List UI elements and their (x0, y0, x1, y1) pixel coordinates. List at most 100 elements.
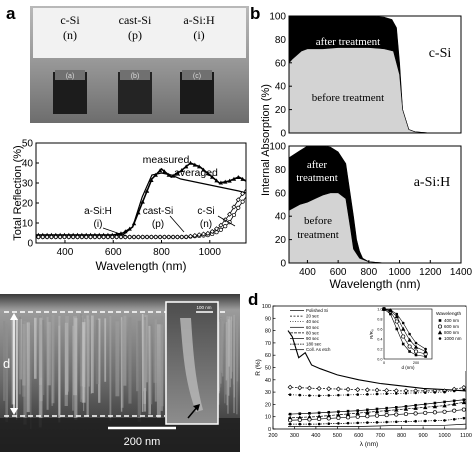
nanowire-streak (123, 315, 127, 386)
nanowire-streak (18, 316, 21, 395)
nanowire-streak (34, 317, 37, 379)
nanowire-streak (58, 325, 61, 423)
depth-arrow-head-top (10, 313, 18, 320)
a-point-c-si (157, 234, 163, 240)
nanowire-streak (91, 315, 94, 394)
d-inset-point-400-nm (414, 353, 418, 357)
d-point-90-sec (374, 413, 380, 418)
d-series-60-sec (287, 399, 467, 415)
nanowire-streak (65, 316, 69, 392)
a-point-measured (210, 174, 215, 179)
nanowire-streak (236, 320, 238, 415)
d-point-20-sec (306, 385, 312, 391)
d-point-90-sec (432, 410, 437, 415)
sample-cast-label-strip (120, 70, 150, 80)
d-point-90-sec (355, 414, 360, 419)
b-bottom-xtick-label: 1000 (388, 267, 411, 278)
d-point-180-sec (327, 422, 331, 426)
d-ytick-label: 50 (265, 366, 271, 372)
a-point-c-si (131, 234, 137, 240)
d-inset-legend-label: 600 nm (444, 324, 459, 329)
nanowire-streak (233, 314, 235, 414)
d-inset-point-400-nm (408, 350, 411, 353)
d-point-20-sec (335, 386, 341, 392)
d-ytick-label: 70 (265, 341, 271, 347)
b-bottom-ytick-label: 60 (275, 188, 287, 199)
d-inset-legend-label: 1000 nm (444, 336, 462, 341)
a-point-c-si (227, 211, 233, 217)
a-point-c-si (187, 233, 193, 239)
d-point-180-sec (356, 421, 360, 425)
d-point-60-sec (308, 411, 311, 415)
a-point-measured (175, 170, 180, 175)
a-annot-csi-type: (n) (200, 219, 212, 230)
nanowire-streak (229, 319, 231, 388)
d-point-80-sec (326, 413, 331, 418)
d-point-90-sec (317, 416, 322, 422)
a-point-measured (227, 178, 232, 183)
nanowire-streak (42, 320, 45, 395)
nanowire-streak (128, 317, 132, 404)
d-inset-legend-label: 800 nm (444, 330, 459, 335)
a-annot-cast-type: (p) (152, 219, 164, 230)
nanowire-streak (74, 318, 78, 420)
photo-label-asi: a-Si:H (183, 13, 215, 27)
d-legend-label: 60 sec (306, 325, 320, 330)
b-bottom-xtick-label: 400 (299, 267, 316, 278)
a-point-cast-si (236, 205, 241, 210)
d-series-180-sec (288, 417, 467, 425)
d-point-80-sec (384, 408, 389, 413)
d-legend-label: 20 sec (306, 314, 320, 319)
nanowire-streak (228, 316, 230, 367)
a-point-measured (144, 188, 150, 193)
nanowire-streak (98, 318, 101, 403)
inset-pointer-arrow-head (193, 404, 200, 411)
a-point-c-si (53, 234, 59, 240)
panel-c-sem: d 200 nm 100 nm (0, 294, 240, 452)
nanowire-streak (47, 321, 51, 386)
nanowire-streak (156, 324, 161, 418)
a-point-measured (188, 160, 193, 165)
photo-label-cast: cast-Si (119, 13, 152, 27)
d-point-60-sec (337, 410, 340, 414)
photo-type-cast: (p) (128, 28, 142, 42)
d-point-20-sec (355, 387, 361, 393)
nanowire-streak (227, 322, 229, 379)
d-point-40-sec (433, 391, 437, 394)
a-point-measured (205, 171, 211, 176)
d-point-80-sec (442, 403, 447, 408)
a-point-c-si (140, 234, 146, 240)
nanowire-streak (218, 321, 220, 394)
d-inset-point-1000-nm (414, 341, 418, 345)
nanowire-streak (79, 314, 83, 402)
b-bottom-xtick-label: 1400 (450, 267, 473, 278)
nanowire-streak (141, 314, 144, 412)
d-point-90-sec (336, 415, 341, 420)
inset-nanowire (180, 318, 203, 412)
a-point-measured (214, 178, 219, 183)
d-inset-legend-marker (437, 324, 443, 329)
d-point-40-sec (327, 394, 331, 397)
nanowire-streak (120, 320, 124, 408)
nanowire-streak (160, 315, 164, 407)
d-inset-point-600-nm (401, 334, 406, 339)
a-annot-asi-type: (i) (94, 219, 103, 230)
d-point-40-sec (443, 390, 446, 394)
b-ylabel: Internal Absorption (%) (260, 84, 272, 196)
photo-label-csi: c-Si (60, 13, 80, 27)
d-point-20-sec (393, 388, 399, 394)
d-point-20-sec (345, 386, 351, 392)
d-xtick-label: 1100 (460, 433, 472, 439)
d-point-80-sec (316, 414, 322, 419)
a-point-measured (240, 176, 245, 181)
d-ytick-label: 30 (265, 390, 271, 396)
d-inset-point-1000-nm (382, 307, 386, 311)
d-point-60-sec (404, 405, 408, 408)
a-point-c-si (57, 234, 63, 240)
nanowire-streak (72, 325, 74, 411)
a-point-c-si (118, 234, 124, 240)
b-bottom-before-label-2: treatment (297, 229, 339, 241)
d-inset-legend-marker (438, 319, 442, 322)
b-bottom-plot-frame (288, 145, 462, 264)
